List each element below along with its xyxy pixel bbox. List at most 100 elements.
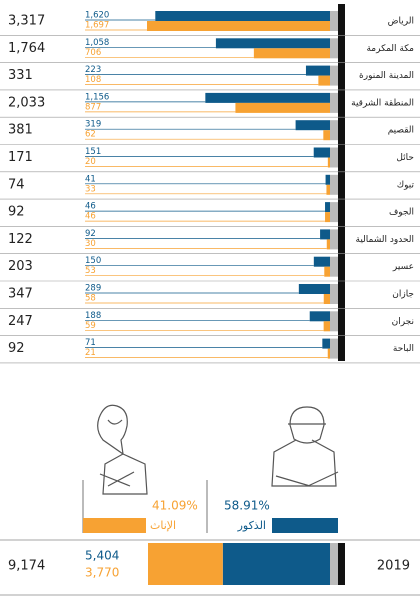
region-label: الجوف — [389, 208, 414, 218]
bar — [309, 311, 330, 322]
total-bar — [148, 543, 223, 585]
total-label: 171 — [8, 150, 33, 165]
bar — [305, 65, 330, 76]
bar — [323, 321, 330, 332]
strip — [330, 11, 338, 31]
value-label: 41 — [85, 174, 96, 184]
male-figure — [271, 406, 339, 487]
bar — [325, 174, 330, 185]
bar — [327, 348, 330, 359]
female-name: الإناث — [150, 519, 176, 532]
bar — [320, 229, 330, 240]
value-label: 1,697 — [85, 21, 109, 31]
strip — [330, 38, 338, 59]
value-label: 33 — [85, 184, 96, 194]
total-label: 92 — [8, 205, 25, 220]
value-label: 1,620 — [85, 11, 109, 21]
region-label: القصيم — [388, 126, 414, 136]
region-label: مكة المكرمة — [366, 44, 414, 54]
value-label: 150 — [85, 256, 101, 266]
value-label: 289 — [85, 284, 101, 294]
value-label: 1,156 — [85, 92, 109, 102]
strip — [330, 92, 338, 113]
region-label: الرياض — [388, 17, 414, 27]
region-label: الباحة — [393, 344, 414, 354]
strip — [330, 256, 338, 277]
male-share: 58.91% — [224, 499, 270, 513]
bar — [205, 92, 330, 103]
strip — [330, 147, 338, 168]
bar — [325, 212, 330, 223]
total-label: 331 — [8, 68, 33, 83]
strip — [330, 284, 338, 304]
bar — [253, 48, 330, 59]
value-label: 223 — [85, 65, 101, 75]
bar — [155, 11, 330, 21]
male-total: 5,404 — [85, 549, 119, 563]
value-label: 59 — [85, 321, 96, 331]
value-label: 53 — [85, 266, 96, 276]
male-name: الذكور — [237, 519, 266, 532]
overall-total: 9,174 — [8, 559, 45, 574]
bar — [323, 130, 330, 141]
region-label: جازان — [392, 290, 414, 300]
bar — [322, 338, 330, 349]
region-label: عسير — [392, 262, 414, 272]
value-label: 92 — [85, 229, 96, 239]
total-bar — [222, 543, 330, 585]
value-label: 71 — [85, 338, 96, 348]
region-label: المنطقة الشرقية — [351, 98, 414, 108]
bar — [323, 294, 330, 304]
total-strip — [330, 543, 338, 585]
bar — [215, 38, 330, 49]
strip — [330, 65, 338, 86]
female-total: 3,770 — [85, 566, 119, 580]
region-label: تبوك — [397, 180, 415, 190]
value-label: 20 — [85, 157, 96, 167]
bar — [326, 184, 330, 195]
strip — [330, 202, 338, 223]
value-label: 30 — [85, 239, 96, 249]
region-label: المدينة المنورة — [359, 71, 414, 81]
value-label: 108 — [85, 75, 101, 85]
total-label: 74 — [8, 177, 25, 192]
value-label: 188 — [85, 311, 101, 321]
value-label: 151 — [85, 147, 101, 157]
value-label: 319 — [85, 120, 101, 130]
year: 2019 — [377, 559, 410, 574]
female-figure — [97, 404, 148, 495]
bar — [295, 120, 330, 131]
total-label: 122 — [8, 232, 33, 247]
value-label: 58 — [85, 294, 96, 304]
total-label: 247 — [8, 314, 33, 329]
strip — [330, 229, 338, 250]
value-label: 46 — [85, 202, 96, 212]
value-label: 46 — [85, 212, 96, 222]
value-label: 62 — [85, 130, 96, 140]
bar — [313, 147, 330, 158]
total-label: 203 — [8, 259, 33, 274]
region-label: نجران — [392, 317, 414, 327]
value-label: 21 — [85, 348, 96, 358]
region-label: الحدود الشمالية — [356, 235, 415, 245]
total-label: 92 — [8, 341, 25, 356]
value-label: 1,058 — [85, 38, 109, 48]
bar — [326, 239, 330, 250]
value-label: 877 — [85, 102, 101, 112]
strip — [330, 174, 338, 195]
bar — [327, 157, 330, 168]
bar — [298, 284, 330, 294]
region-label: حائل — [396, 153, 414, 163]
bar — [325, 202, 330, 213]
total-label: 3,317 — [8, 14, 45, 29]
male-box — [272, 518, 338, 533]
strip — [330, 338, 338, 359]
value-label: 706 — [85, 48, 101, 58]
strip — [330, 120, 338, 141]
female-box — [83, 518, 146, 533]
total-label: 2,033 — [8, 95, 45, 110]
total-edge — [338, 543, 345, 585]
total-label: 381 — [8, 123, 33, 138]
female-share: 41.09% — [152, 499, 198, 513]
bar — [313, 256, 330, 267]
